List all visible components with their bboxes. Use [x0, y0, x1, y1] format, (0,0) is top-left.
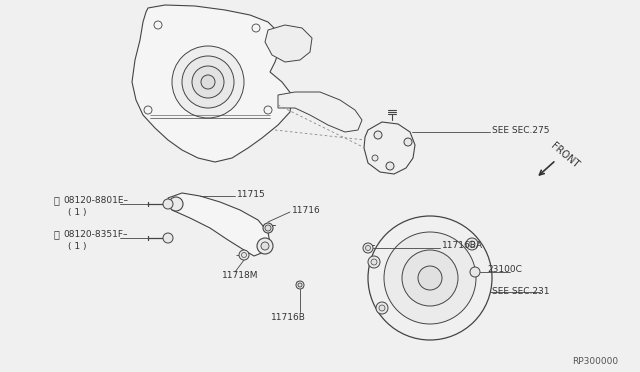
Circle shape [404, 138, 412, 146]
Text: SEE SEC.231: SEE SEC.231 [492, 288, 550, 296]
Circle shape [363, 243, 373, 253]
Circle shape [265, 225, 271, 231]
Polygon shape [278, 92, 362, 132]
Text: 11718M: 11718M [222, 270, 259, 279]
Text: 23100C: 23100C [487, 266, 522, 275]
Circle shape [261, 242, 269, 250]
Circle shape [379, 305, 385, 311]
Text: 11715: 11715 [237, 189, 266, 199]
Text: 11716BA: 11716BA [442, 241, 483, 250]
Circle shape [374, 131, 382, 139]
Polygon shape [265, 25, 312, 62]
Circle shape [163, 233, 173, 243]
Polygon shape [132, 5, 292, 162]
Circle shape [296, 281, 304, 289]
Circle shape [386, 162, 394, 170]
Text: 08120-8351F–: 08120-8351F– [63, 230, 127, 238]
Circle shape [418, 266, 442, 290]
Circle shape [172, 46, 244, 118]
Circle shape [263, 223, 273, 233]
Circle shape [466, 238, 478, 250]
Circle shape [384, 232, 476, 324]
Text: 08120-8801E–: 08120-8801E– [63, 196, 128, 205]
Circle shape [368, 216, 492, 340]
Polygon shape [168, 193, 270, 256]
Circle shape [371, 259, 377, 265]
Circle shape [372, 155, 378, 161]
Circle shape [470, 267, 480, 277]
Circle shape [169, 197, 183, 211]
Circle shape [365, 246, 371, 250]
Circle shape [469, 241, 475, 247]
Text: Ⓑ: Ⓑ [54, 229, 60, 239]
Text: ( 1 ): ( 1 ) [68, 208, 86, 217]
Text: RP300000: RP300000 [572, 357, 618, 366]
Text: SEE SEC.275: SEE SEC.275 [492, 125, 550, 135]
Circle shape [163, 199, 173, 209]
Circle shape [402, 250, 458, 306]
Polygon shape [364, 122, 415, 174]
Circle shape [376, 302, 388, 314]
Text: ( 1 ): ( 1 ) [68, 241, 86, 250]
Circle shape [182, 56, 234, 108]
Circle shape [192, 66, 224, 98]
Circle shape [201, 75, 215, 89]
Text: 11716: 11716 [292, 205, 321, 215]
Circle shape [368, 256, 380, 268]
Text: Ⓕ: Ⓕ [54, 195, 60, 205]
Text: FRONT: FRONT [549, 141, 581, 170]
Circle shape [239, 250, 249, 260]
Circle shape [298, 283, 302, 287]
Circle shape [257, 238, 273, 254]
Circle shape [241, 253, 246, 257]
Text: 11716B: 11716B [271, 314, 305, 323]
